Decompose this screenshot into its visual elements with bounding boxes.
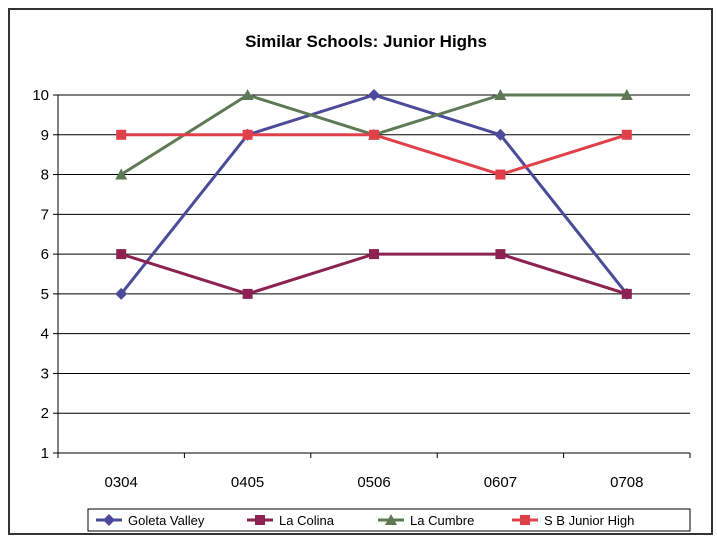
- data-point-s-b-junior-high: [369, 129, 379, 140]
- legend: Goleta Valley La Colina La Cumbre S B Junio…: [87, 508, 691, 532]
- legend-label: La Colina: [279, 513, 335, 528]
- series-line-la-colina: [120, 252, 628, 296]
- data-point-la-colina: [495, 249, 506, 260]
- data-point-goleta-valley: [368, 89, 380, 101]
- data-point-goleta-valley: [115, 287, 128, 300]
- axes: 1 2 3 4 5 6 7 8 9 10 0304 0405 0506 0607 0708: [32, 87, 691, 491]
- y-tick-label: 6: [41, 246, 49, 263]
- x-tick-label: 0405: [231, 474, 264, 491]
- x-tick-label: 0506: [357, 474, 390, 491]
- data-point-la-cumbre: [494, 89, 507, 100]
- series-la-colina: [116, 249, 632, 299]
- gridlines: [58, 94, 690, 454]
- y-tick-label: 7: [41, 206, 49, 223]
- y-tick-label: 1: [41, 445, 49, 462]
- y-tick-label: 5: [41, 286, 49, 303]
- y-tick-label: 9: [41, 127, 49, 144]
- legend-label: S B Junior High: [544, 513, 634, 528]
- legend-swatch-marker: [385, 514, 397, 525]
- legend-item-s-b-junior-high: S B Junior High: [512, 513, 634, 528]
- data-point-la-cumbre: [115, 168, 128, 180]
- legend-item-goleta-valley: Goleta Valley: [96, 513, 205, 528]
- data-point-la-colina: [621, 288, 632, 299]
- legend-item-la-colina: La Colina: [247, 513, 335, 528]
- chart-title: Similar Schools: Junior Highs: [245, 32, 487, 51]
- y-tick-label: 8: [41, 167, 49, 184]
- series-layer: [115, 89, 633, 300]
- x-tick-label: 0304: [105, 474, 138, 491]
- data-point-goleta-valley: [494, 128, 507, 141]
- y-tick-label: 2: [41, 405, 49, 422]
- legend-label: Goleta Valley: [128, 513, 205, 528]
- series-line-goleta-valley: [120, 93, 628, 295]
- data-point-la-colina: [369, 249, 379, 260]
- data-point-la-cumbre: [620, 89, 633, 100]
- series-s-b-junior-high: [116, 129, 632, 180]
- data-point-la-cumbre: [241, 89, 254, 100]
- data-point-la-colina: [242, 288, 253, 299]
- legend-item-la-cumbre: La Cumbre: [378, 513, 474, 528]
- data-point-s-b-junior-high: [495, 169, 506, 180]
- series-goleta-valley: [115, 89, 633, 300]
- data-point-la-colina: [116, 249, 127, 260]
- x-tick-label: 0607: [484, 474, 517, 491]
- legend-label: La Cumbre: [410, 513, 474, 528]
- legend-swatch-marker: [255, 515, 265, 525]
- data-point-s-b-junior-high: [116, 129, 127, 140]
- data-point-s-b-junior-high: [621, 129, 632, 140]
- y-tick-label: 3: [41, 365, 49, 382]
- legend-swatch-marker: [103, 514, 115, 526]
- y-tick-label: 10: [32, 87, 49, 104]
- legend-swatch-marker: [520, 515, 530, 525]
- data-point-s-b-junior-high: [242, 129, 253, 140]
- y-tick-label: 4: [41, 326, 49, 343]
- x-tick-label: 0708: [610, 474, 643, 491]
- series-line-s-b-junior-high: [121, 133, 628, 177]
